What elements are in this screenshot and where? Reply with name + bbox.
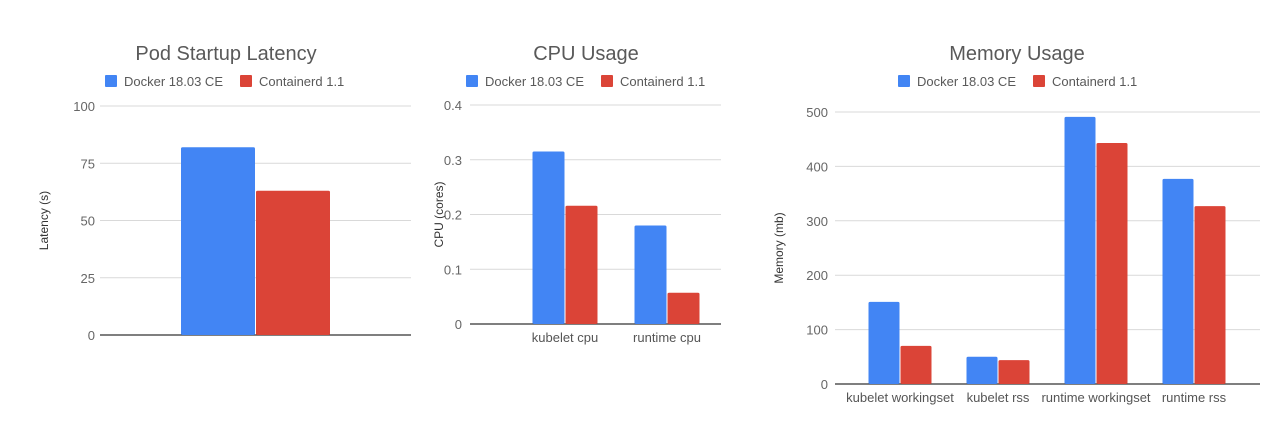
legend-swatch <box>898 75 910 87</box>
y-tick-label: 0 <box>455 317 462 332</box>
y-tick-label: 25 <box>81 271 95 286</box>
bar <box>532 151 565 324</box>
x-category-label: kubelet workingset <box>846 390 954 405</box>
bar <box>966 356 998 384</box>
legend-label: Containerd 1.1 <box>1052 74 1137 89</box>
bar <box>868 301 900 384</box>
x-category-label: runtime rss <box>1162 390 1227 405</box>
bar <box>1162 178 1194 384</box>
y-tick-label: 0.3 <box>444 153 462 168</box>
y-tick-label: 0 <box>821 377 828 392</box>
bar <box>900 345 932 384</box>
y-axis-title: Latency (s) <box>37 191 51 250</box>
bar <box>667 292 700 324</box>
legend-label: Docker 18.03 CE <box>917 74 1016 89</box>
bar <box>998 360 1030 384</box>
legend-label: Docker 18.03 CE <box>485 74 584 89</box>
y-tick-label: 300 <box>806 214 828 229</box>
y-tick-label: 100 <box>73 99 95 114</box>
y-tick-label: 0.4 <box>444 98 462 113</box>
x-category-label: runtime workingset <box>1041 390 1150 405</box>
legend-label: Docker 18.03 CE <box>124 74 223 89</box>
x-category-label: kubelet cpu <box>532 330 599 345</box>
y-tick-label: 200 <box>806 268 828 283</box>
y-tick-label: 0.2 <box>444 208 462 223</box>
chart-title: Pod Startup Latency <box>135 43 316 65</box>
bar <box>1096 143 1128 384</box>
legend-swatch <box>601 75 613 87</box>
bar <box>634 225 667 324</box>
bar <box>1194 206 1226 384</box>
y-tick-label: 0.1 <box>444 262 462 277</box>
legend-swatch <box>240 75 252 87</box>
chart-title: Memory Usage <box>949 43 1085 65</box>
legend-swatch <box>1033 75 1045 87</box>
y-tick-label: 500 <box>806 105 828 120</box>
legend-label: Containerd 1.1 <box>259 74 344 89</box>
legend-swatch <box>466 75 478 87</box>
y-tick-label: 400 <box>806 159 828 174</box>
y-tick-label: 50 <box>81 214 95 229</box>
x-category-label: runtime cpu <box>633 330 701 345</box>
legend-label: Containerd 1.1 <box>620 74 705 89</box>
y-axis-title: CPU (cores) <box>432 181 446 247</box>
legend-swatch <box>105 75 117 87</box>
bar <box>256 190 330 335</box>
y-tick-label: 0 <box>88 328 95 343</box>
y-axis-title: Memory (mb) <box>772 212 786 283</box>
y-tick-label: 75 <box>81 156 95 171</box>
bar <box>565 205 598 324</box>
chart-title: CPU Usage <box>533 43 639 65</box>
y-tick-label: 100 <box>806 323 828 338</box>
x-category-label: kubelet rss <box>967 390 1030 405</box>
bar <box>181 147 255 335</box>
bar <box>1064 116 1096 385</box>
